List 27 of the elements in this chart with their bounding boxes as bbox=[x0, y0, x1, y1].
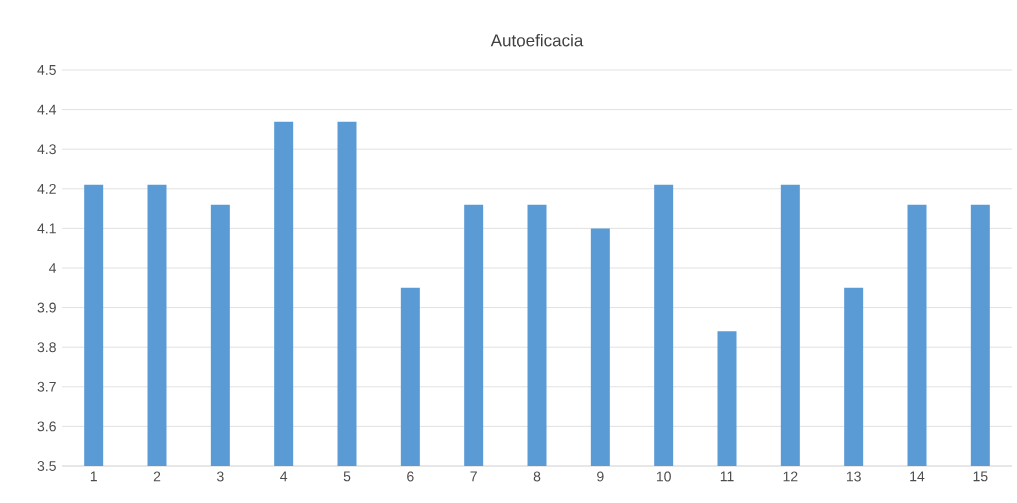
y-tick-label: 3.8 bbox=[37, 342, 56, 353]
y-tick-label: 4.4 bbox=[37, 104, 57, 115]
y-tick-label: 4.1 bbox=[37, 223, 56, 234]
x-tick-label: 3 bbox=[216, 471, 224, 482]
x-tick-label: 13 bbox=[846, 471, 861, 482]
x-tick-label: 9 bbox=[597, 471, 604, 482]
y-tick-label: 3.5 bbox=[37, 461, 56, 471]
x-tick-label: 5 bbox=[343, 471, 351, 482]
x-tick-label: 8 bbox=[533, 471, 541, 482]
y-tick-label: 4.3 bbox=[37, 144, 56, 155]
x-tick-label: 10 bbox=[656, 471, 671, 482]
y-tick-label: 4.2 bbox=[37, 183, 56, 194]
y-tick-label: 3.7 bbox=[37, 381, 56, 392]
x-tick-label: 6 bbox=[407, 471, 414, 482]
x-tick-label: 11 bbox=[720, 471, 734, 482]
y-tick-label: 4.5 bbox=[37, 65, 56, 75]
y-tick-label: 4 bbox=[49, 263, 57, 273]
y-tick-label: 3.9 bbox=[37, 302, 56, 313]
y-tick-label: 3.6 bbox=[37, 421, 56, 432]
x-tick-label: 2 bbox=[153, 471, 161, 482]
x-tick-label: 4 bbox=[280, 471, 288, 482]
x-tick-label: 12 bbox=[783, 471, 798, 482]
x-tick-label: 1 bbox=[90, 471, 97, 482]
x-tick-label: 15 bbox=[973, 471, 988, 482]
x-tick-label: 14 bbox=[910, 471, 925, 482]
chart-title: Autoeficacia bbox=[490, 33, 584, 47]
x-tick-label: 7 bbox=[470, 471, 477, 482]
